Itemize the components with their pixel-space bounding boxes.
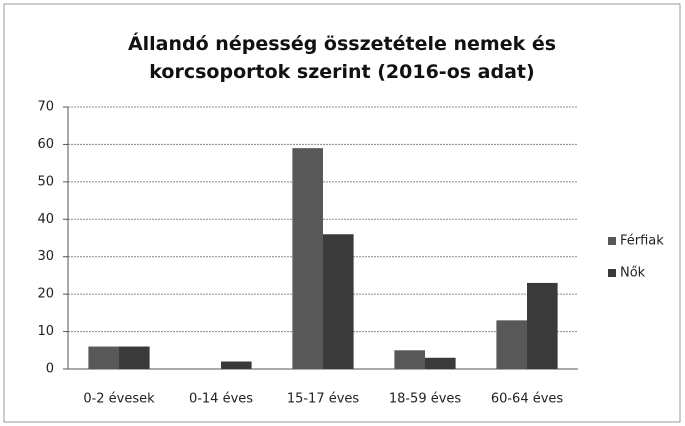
legend-swatch — [608, 237, 616, 245]
y-tick-label: 30 — [37, 249, 54, 264]
y-tick-label: 20 — [37, 287, 54, 302]
y-tick-label: 70 — [37, 100, 54, 115]
bar — [119, 346, 150, 369]
bar — [425, 357, 456, 369]
y-tick-label: 10 — [37, 324, 54, 339]
legend-label: Férfiak — [620, 234, 664, 249]
bar — [323, 234, 354, 369]
bar — [292, 148, 323, 369]
y-tick-label: 60 — [37, 137, 54, 152]
x-tick-label: 60-64 éves — [491, 392, 564, 407]
bar — [221, 361, 252, 369]
x-tick-label: 0-2 évesek — [83, 392, 155, 407]
y-tick-label: 0 — [46, 362, 54, 377]
x-tick-label: 18-59 éves — [389, 392, 462, 407]
legend-swatch — [608, 269, 616, 277]
bar — [527, 282, 558, 369]
chart-border — [3, 3, 681, 423]
bar — [88, 346, 119, 369]
bar — [496, 320, 527, 369]
bar — [394, 350, 425, 369]
y-tick-label: 50 — [37, 174, 54, 189]
chart-title: Állandó népesség összetétele nemek és ko… — [127, 33, 557, 83]
x-tick-label: 15-17 éves — [287, 392, 360, 407]
x-tick-label: 0-14 éves — [189, 392, 253, 407]
legend-label: Nők — [620, 266, 646, 281]
y-tick-label: 40 — [37, 212, 54, 227]
